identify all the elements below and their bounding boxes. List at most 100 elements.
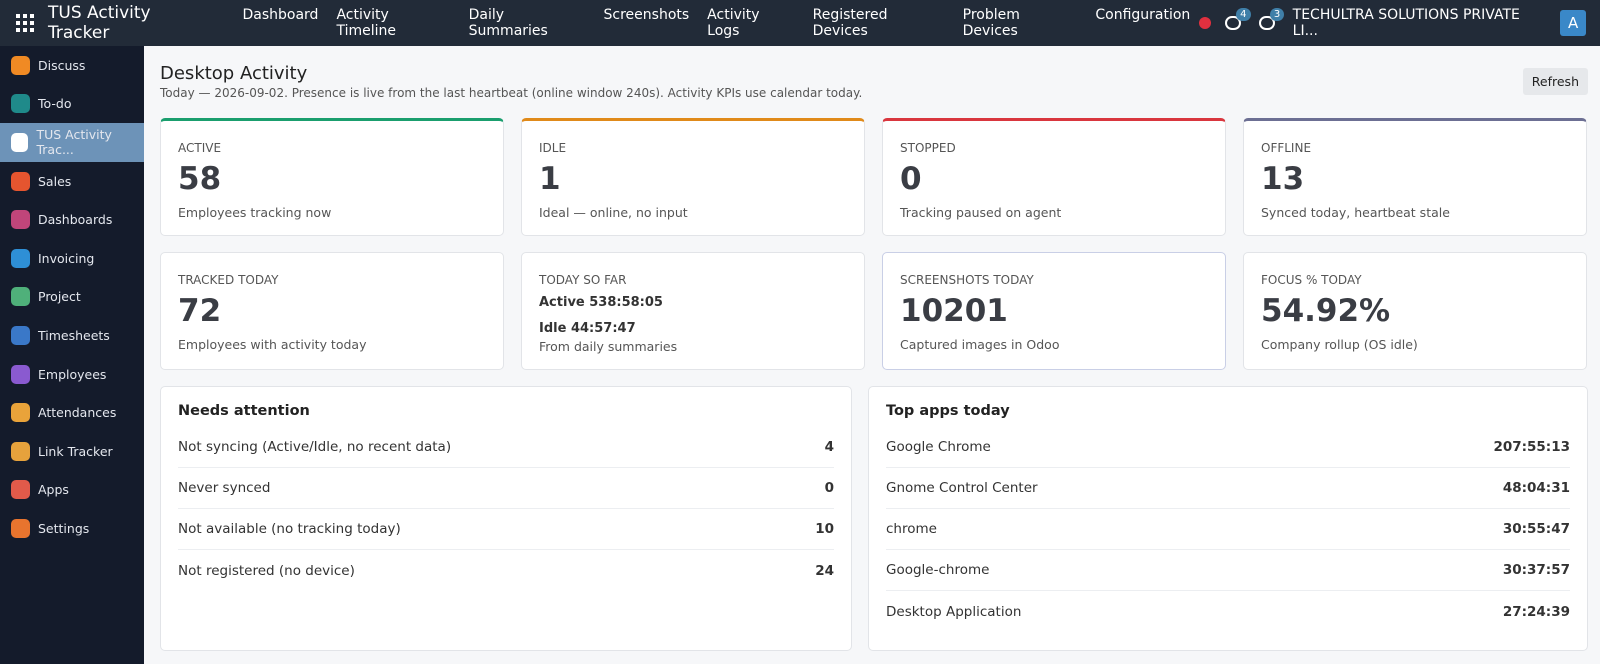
kpi-card: OFFLINE 13 Synced today, heartbeat stale	[1243, 118, 1587, 236]
kpi-value: 58	[178, 161, 222, 197]
sidebar-label: Attendances	[38, 405, 117, 421]
attention-panel: Needs attention Not syncing (Active/Idle,…	[160, 386, 852, 651]
company-name[interactable]: TECHULTRA SOLUTIONS PRIVATE LI...	[1292, 7, 1520, 39]
sidebar-item[interactable]: Discuss	[0, 46, 144, 85]
menu-item[interactable]: Activity Timeline	[336, 7, 396, 39]
sidebar-icon	[11, 518, 30, 538]
sidebar-icon	[11, 171, 30, 191]
sidebar-label: To-do	[38, 96, 72, 112]
kpi-value: 10201	[900, 293, 1008, 329]
menu-item[interactable]: Dashboard	[242, 7, 319, 23]
sidebar-label: Discuss	[38, 57, 86, 73]
kpi-note: Captured images in Odoo	[900, 337, 1060, 352]
row-value: 48:04:31	[1502, 480, 1570, 496]
activities-icon[interactable]: 3	[1258, 8, 1285, 32]
sidebar-label: TUS Activity Trac...	[36, 127, 112, 158]
row-label: Desktop Application	[886, 603, 1022, 620]
sidebar-item[interactable]: Timesheets	[0, 316, 144, 355]
page-subtitle: Today — 2026-09-02. Presence is live fro…	[160, 86, 863, 100]
sidebar-item[interactable]: To-do	[0, 85, 144, 124]
sidebar-label: Timesheets	[38, 327, 110, 343]
kpi-label: TRACKED TODAY	[178, 273, 279, 287]
list-row: Not available (no tracking today) 10	[178, 509, 834, 550]
kpi-note: Employees tracking now	[178, 205, 332, 220]
messages-badge: 4	[1236, 8, 1251, 21]
menu-item[interactable]: Activity Logs	[707, 7, 760, 39]
sidebar-item[interactable]: Employees	[0, 355, 144, 394]
kpi-note: Tracking paused on agent	[900, 205, 1062, 220]
sidebar-icon	[11, 480, 30, 500]
kpi-label: TODAY SO FAR	[539, 273, 627, 287]
sidebar-item[interactable]: Attendances	[0, 393, 144, 432]
sidebar-item[interactable]: Sales	[0, 162, 144, 201]
kpi-label: OFFLINE	[1261, 141, 1312, 155]
sidebar-label: Project	[38, 289, 81, 305]
sidebar-item[interactable]: Invoicing	[0, 239, 144, 278]
list-row: chrome 30:55:47	[886, 509, 1570, 550]
row-value: 0	[824, 480, 834, 496]
refresh-button[interactable]: Refresh	[1522, 68, 1588, 95]
sidebar-icon	[11, 441, 30, 461]
kpi-label: ACTIVE	[178, 141, 222, 155]
sidebar-label: Apps	[38, 482, 69, 498]
sidebar-icon	[11, 132, 29, 152]
sidebar-icon	[11, 248, 30, 268]
row-label: Google-chrome	[886, 562, 990, 578]
menu-item[interactable]: Screenshots	[603, 7, 690, 23]
kpi-value: 0	[900, 161, 922, 197]
menu-item[interactable]: Registered Devices	[812, 7, 888, 39]
row-value: 27:24:39	[1502, 603, 1570, 620]
main-content: Desktop Activity Today — 2026-09-02. Pre…	[144, 46, 1600, 664]
row-value: 10	[815, 521, 834, 537]
menu-item[interactable]: Daily Summaries	[468, 7, 548, 39]
page-title: Desktop Activity	[160, 63, 308, 84]
sidebar-icon	[11, 325, 30, 345]
sidebar-label: Settings	[38, 520, 90, 536]
apps-menu-icon[interactable]	[16, 14, 34, 32]
row-value: 24	[815, 562, 834, 579]
sidebar-label: Employees	[38, 366, 107, 382]
kpi-card: TODAY SO FAR Active 538:58:05 Idle 44:57:4…	[521, 252, 865, 370]
sidebar-item[interactable]: Apps	[0, 471, 144, 510]
menu-item[interactable]: Problem Devices	[962, 7, 1020, 39]
kpi-line: Idle 44:57:47	[539, 321, 636, 336]
panel-title: Top apps today	[886, 403, 1010, 419]
row-value: 207:55:13	[1493, 439, 1570, 455]
row-value: 4	[824, 439, 834, 455]
sidebar-label: Invoicing	[38, 250, 95, 266]
kpi-label: SCREENSHOTS TODAY	[900, 273, 1034, 287]
list-row: Not syncing (Active/Idle, no recent data…	[178, 427, 834, 468]
messages-icon[interactable]: 4	[1225, 8, 1251, 32]
row-value: 30:55:47	[1502, 521, 1570, 537]
list-row: Desktop Application 27:24:39	[886, 591, 1570, 632]
top-apps-panel: Top apps today Google Chrome 207:55:13 Gnom…	[868, 386, 1588, 651]
row-label: Never synced	[178, 480, 271, 496]
sidebar-icon	[11, 55, 30, 75]
kpi-note: Synced today, heartbeat stale	[1261, 205, 1450, 220]
sidebar-label: Link Tracker	[38, 443, 113, 459]
sidebar-item[interactable]: Dashboards	[0, 200, 144, 239]
systray: 4 3 TECHULTRA SOLUTIONS PRIVATE LI... A	[1199, 7, 1586, 39]
avatar[interactable]: A	[1560, 10, 1586, 36]
kpi-grid: ACTIVE 58 Employees tracking now IDLE 1 Ideal…	[160, 118, 1588, 370]
list-row: Not registered (no device) 24	[178, 550, 834, 591]
sidebar-item[interactable]: TUS Activity Trac...	[0, 123, 144, 162]
sidebar-item[interactable]: Link Tracker	[0, 432, 144, 471]
sidebar-icon	[11, 287, 30, 307]
kpi-label: FOCUS % TODAY	[1261, 273, 1362, 287]
row-value: 30:37:57	[1502, 562, 1570, 578]
app-title[interactable]: TUS Activity Tracker	[48, 3, 151, 43]
row-label: Not available (no tracking today)	[178, 521, 401, 537]
kpi-note: Company rollup (OS idle)	[1261, 337, 1418, 352]
row-label: Not registered (no device)	[178, 562, 355, 579]
sidebar-item[interactable]: Settings	[0, 509, 144, 548]
list-row: Google-chrome 30:37:57	[886, 550, 1570, 591]
sidebar-item[interactable]: Project	[0, 278, 144, 317]
sidebar-icon	[11, 364, 30, 384]
kpi-value: 72	[178, 293, 222, 329]
list-row: Gnome Control Center 48:04:31	[886, 468, 1570, 509]
row-label: chrome	[886, 521, 937, 537]
menu-item[interactable]: Configuration	[1095, 7, 1191, 23]
